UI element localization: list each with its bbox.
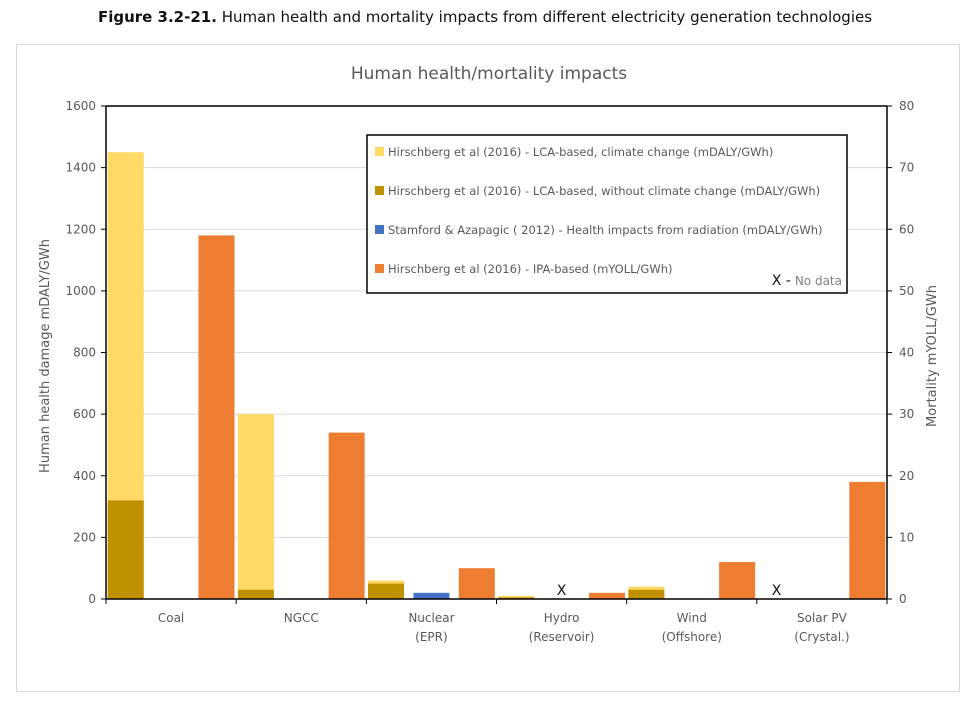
bar-series-3	[719, 562, 756, 599]
x-category-label: (Offshore)	[662, 630, 722, 644]
y2-tick-labels: 0 10 20 30 40 50 60 70 80	[899, 99, 914, 606]
x-category-labels: Coal NGCC Nuclear (EPR) Hydro (Reservoir) Wind…	[158, 611, 850, 644]
x-category-label: Coal	[158, 611, 184, 625]
y2-tick-label: 50	[899, 284, 914, 298]
bar-series-1	[368, 583, 405, 599]
x-category-label: Hydro	[544, 611, 580, 625]
y-tick-label: 600	[73, 407, 96, 421]
x-category-label: (EPR)	[415, 630, 448, 644]
y-tick-label: 1600	[65, 99, 96, 113]
x-category-label: Solar PV	[797, 611, 848, 625]
no-data-marker: X	[772, 583, 782, 599]
y-tick-labels: 0 200 400 600 800 1000 1200 1400 1600	[65, 99, 96, 606]
no-data-label: No data	[795, 274, 842, 288]
y-tick-label: 1200	[65, 222, 96, 236]
y2-tick-label: 70	[899, 161, 914, 175]
axes	[101, 105, 892, 604]
legend-swatch	[375, 264, 384, 273]
bar-series-1	[498, 597, 535, 599]
x-category-label: (Reservoir)	[529, 630, 595, 644]
legend-entry: Stamford & Azapagic ( 2012) - Health imp…	[388, 223, 822, 237]
legend-no-data-note: X - No data	[772, 273, 842, 289]
bar-series-2	[413, 592, 450, 599]
y-tick-label: 800	[73, 346, 96, 360]
legend-swatch	[375, 186, 384, 195]
y2-tick-label: 20	[899, 469, 914, 483]
y-tick-label: 1400	[65, 161, 96, 175]
x-category-label: Wind	[677, 611, 707, 625]
y2-tick-label: 10	[899, 530, 914, 544]
y2-tick-label: 0	[899, 592, 907, 606]
x-category-label: (Crystal.)	[794, 630, 849, 644]
figure-caption-text: Human health and mortality impacts from …	[216, 8, 873, 26]
legend-swatch	[375, 225, 384, 234]
chart-title: Human health/mortality impacts	[351, 64, 627, 84]
no-data-marker: X	[557, 583, 567, 599]
bar-series-1	[628, 589, 665, 599]
y-tick-label: 400	[73, 469, 96, 483]
legend-entry: Hirschberg et al (2016) - IPA-based (mYO…	[388, 262, 672, 276]
figure-number: Figure 3.2-21.	[97, 8, 217, 26]
bar-series-3	[588, 592, 625, 599]
bar-series-3	[198, 235, 235, 599]
legend-swatch	[375, 147, 384, 156]
y2-tick-label: 80	[899, 99, 914, 113]
y2-tick-label: 40	[899, 346, 914, 360]
no-data-symbol: X -	[772, 273, 791, 289]
legend-entry: Hirschberg et al (2016) - LCA-based, cli…	[388, 145, 773, 159]
legend-entry: Hirschberg et al (2016) - LCA-based, wit…	[388, 184, 820, 198]
bar-series-3	[458, 568, 495, 599]
y-tick-label: 0	[88, 592, 96, 606]
bar-series-1	[237, 589, 274, 599]
figure-caption: Figure 3.2-21. Human health and mortalit…	[0, 8, 970, 26]
legend-box	[366, 134, 848, 294]
y-tick-label: 1000	[65, 284, 96, 298]
bar-series-1	[107, 500, 144, 599]
x-category-label: Nuclear	[408, 611, 454, 625]
bar-series-3	[849, 481, 886, 599]
y2-tick-label: 30	[899, 407, 914, 421]
y2-axis-title: Mortality mYOLL/GWh	[925, 285, 940, 427]
y-tick-label: 200	[73, 530, 96, 544]
legend: Hirschberg et al (2016) - LCA-based, cli…	[366, 134, 848, 294]
bar-series-3	[328, 432, 365, 599]
y2-tick-label: 60	[899, 222, 914, 236]
y-axis-title: Human health damage mDALY/GWh	[38, 239, 53, 473]
bar-series-0	[237, 414, 274, 599]
x-category-label: NGCC	[284, 611, 319, 625]
